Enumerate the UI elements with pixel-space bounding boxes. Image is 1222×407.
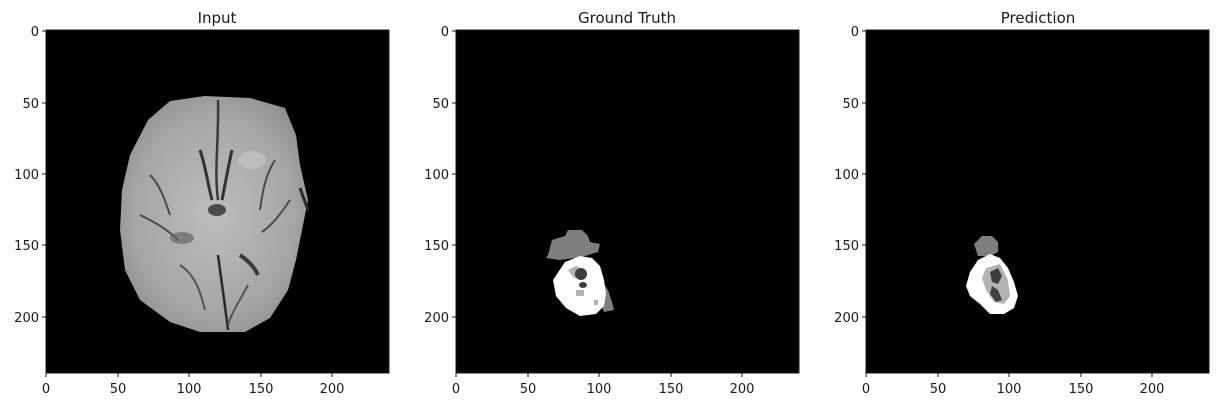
x-tick-label: 200: [320, 382, 345, 397]
x-tick-label: 50: [520, 382, 537, 397]
panel-title: Prediction: [1001, 9, 1076, 27]
image-background: [866, 30, 1209, 373]
y-axis: 0 50 100 150 200: [834, 25, 866, 326]
y-tick-label: 150: [834, 239, 859, 254]
y-axis: 0 50 100 150 200: [424, 25, 456, 326]
y-tick-label: 50: [842, 97, 859, 112]
panel-prediction: Prediction 0 50 100 150 200: [834, 9, 1210, 397]
x-axis: 0 50 100 150 200: [42, 373, 345, 397]
x-tick-label: 150: [659, 382, 684, 397]
x-tick-label: 100: [997, 382, 1022, 397]
x-tick-label: 150: [249, 382, 274, 397]
x-tick-label: 50: [930, 382, 947, 397]
segmentation-mask: [546, 230, 614, 316]
y-tick-label: 50: [22, 97, 39, 112]
x-axis: 0 50 100 150 200: [452, 373, 755, 397]
y-tick-label: 100: [834, 168, 859, 183]
y-tick-label: 100: [424, 168, 449, 183]
panel-title: Input: [198, 9, 237, 27]
axes-frame: [455, 29, 800, 374]
y-tick-label: 150: [14, 239, 39, 254]
x-tick-label: 150: [1069, 382, 1094, 397]
x-tick-label: 200: [730, 382, 755, 397]
axes-frame: [45, 29, 390, 374]
y-tick-label: 50: [432, 97, 449, 112]
x-tick-label: 100: [177, 382, 202, 397]
image-background: [456, 30, 799, 373]
panel-input: Input: [14, 9, 390, 397]
brain-mri-image: [120, 96, 310, 332]
x-tick-label: 0: [42, 382, 50, 397]
y-tick-label: 150: [424, 239, 449, 254]
x-tick-label: 100: [587, 382, 612, 397]
x-tick-label: 200: [1140, 382, 1165, 397]
y-tick-label: 200: [14, 311, 39, 326]
y-tick-label: 100: [14, 168, 39, 183]
panel-ground-truth: Ground Truth 0 50 100: [424, 9, 800, 397]
panel-title: Ground Truth: [578, 9, 676, 27]
y-tick-label: 200: [424, 311, 449, 326]
y-tick-label: 0: [851, 25, 859, 40]
y-tick-label: 0: [441, 25, 449, 40]
axes-frame: [865, 29, 1210, 374]
x-tick-label: 0: [862, 382, 870, 397]
y-axis: 0 50 100 150 200: [14, 25, 46, 326]
x-tick-label: 0: [452, 382, 460, 397]
segmentation-mask: [966, 236, 1018, 314]
y-tick-label: 0: [31, 25, 39, 40]
x-tick-label: 50: [110, 382, 127, 397]
x-axis: 0 50 100 150 200: [862, 373, 1165, 397]
y-tick-label: 200: [834, 311, 859, 326]
